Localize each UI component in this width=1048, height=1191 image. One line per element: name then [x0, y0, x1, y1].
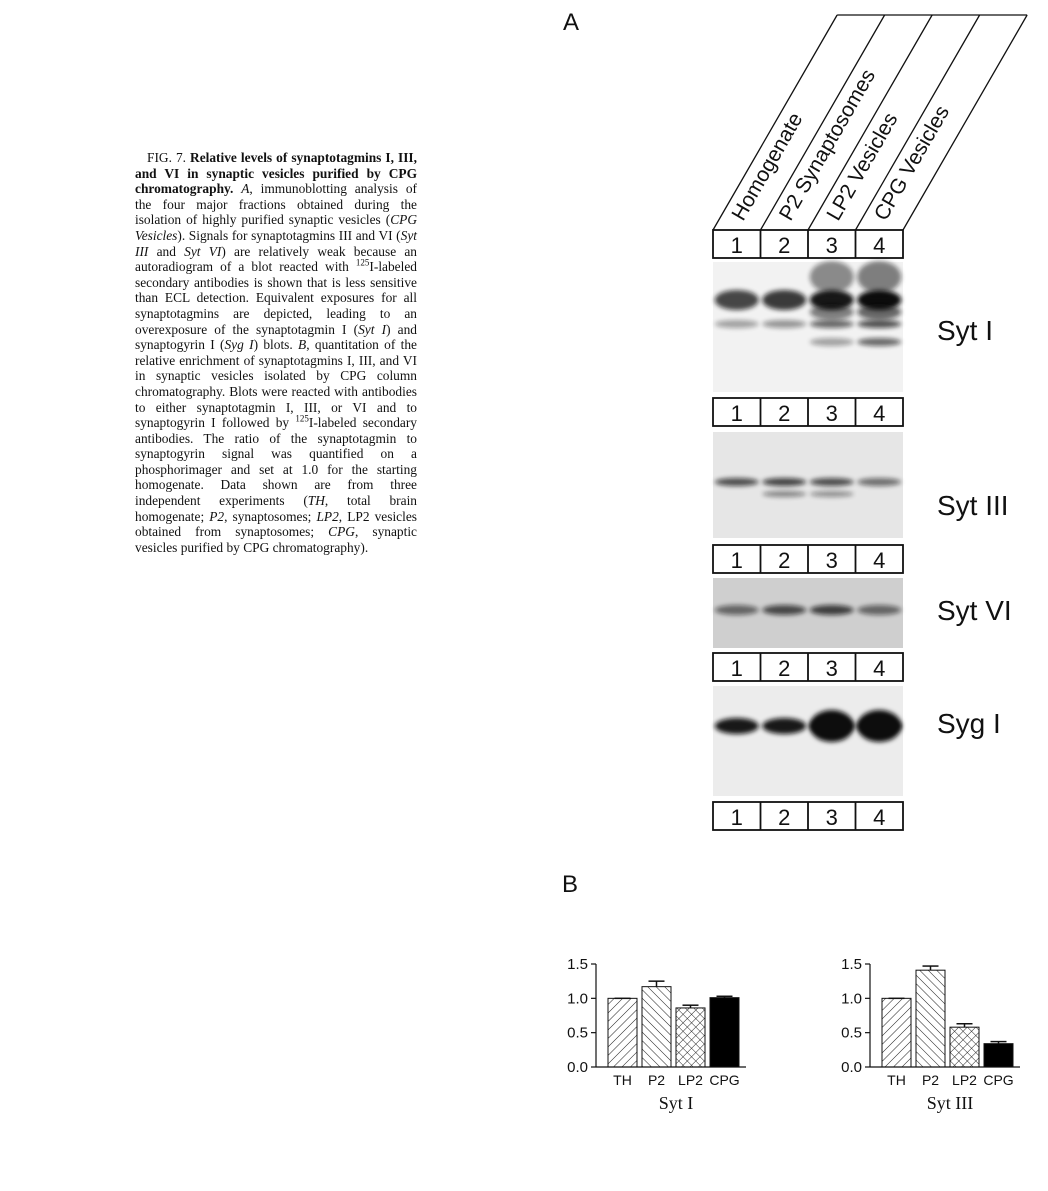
- blot-band: [810, 304, 854, 320]
- blot-band: [857, 605, 901, 615]
- blot-band: [715, 320, 759, 328]
- bar: [676, 1008, 705, 1067]
- lane-number: 2: [778, 656, 790, 681]
- lane-number: 4: [873, 548, 885, 573]
- bar: [984, 1044, 1013, 1067]
- blot-band: [762, 290, 806, 310]
- blot-label: Syt VI: [937, 595, 1012, 626]
- x-tick-label: CPG: [709, 1072, 739, 1088]
- lane-number: 4: [873, 805, 885, 830]
- y-tick-label: 1.0: [567, 990, 588, 1007]
- y-tick-label: 0.5: [567, 1025, 588, 1042]
- bar: [882, 998, 911, 1067]
- lane-number: 1: [731, 805, 743, 830]
- x-tick-label: LP2: [678, 1072, 703, 1088]
- panel-label: B: [562, 871, 578, 898]
- blot-label: Syt I: [937, 315, 993, 346]
- lane-number: 2: [778, 548, 790, 573]
- blot-band: [857, 320, 901, 328]
- lane-number: 3: [826, 656, 838, 681]
- panel-label: A: [563, 9, 579, 36]
- blot-band: [715, 718, 759, 734]
- blot-band: [810, 338, 854, 346]
- blot-band: [762, 605, 806, 615]
- bar: [642, 987, 671, 1067]
- lane-number: 3: [826, 233, 838, 258]
- blot-band: [715, 290, 759, 310]
- lane-number: 4: [873, 656, 885, 681]
- lane-number: 1: [731, 548, 743, 573]
- blot-band: [810, 491, 854, 497]
- lane-number: 1: [731, 656, 743, 681]
- blot-band: [762, 478, 806, 486]
- x-axis-label: Syt III: [927, 1093, 974, 1113]
- blot-band: [857, 478, 901, 486]
- bar: [608, 998, 637, 1067]
- blot-band: [715, 605, 759, 615]
- x-axis-label: Syt I: [659, 1093, 694, 1113]
- lane-number: 2: [778, 805, 790, 830]
- blot-band: [810, 710, 854, 742]
- x-tick-label: P2: [648, 1072, 665, 1088]
- blot-label: Syg I: [937, 708, 1001, 739]
- y-tick-label: 0.0: [841, 1059, 862, 1076]
- blot-band: [715, 478, 759, 486]
- lane-number: 1: [731, 401, 743, 426]
- blot-band: [762, 491, 806, 497]
- y-tick-label: 0.0: [567, 1059, 588, 1076]
- blot-band: [762, 718, 806, 734]
- blot-band: [810, 320, 854, 328]
- lane-number: 3: [826, 401, 838, 426]
- y-tick-label: 0.5: [841, 1025, 862, 1042]
- blot-label: Syt III: [937, 490, 1009, 521]
- page: FIG. 7. Relative levels of synaptotagmin…: [0, 0, 1048, 1191]
- x-tick-label: LP2: [952, 1072, 977, 1088]
- x-tick-label: CPG: [983, 1072, 1013, 1088]
- y-tick-label: 1.0: [841, 990, 862, 1007]
- figure: A B HomogenateP2 SynaptosomesLP2 Vesicle…: [0, 0, 1048, 1191]
- bar: [950, 1027, 979, 1067]
- x-tick-label: P2: [922, 1072, 939, 1088]
- lane-number: 2: [778, 233, 790, 258]
- y-tick-label: 1.5: [841, 956, 862, 973]
- lane-number: 3: [826, 805, 838, 830]
- blot-band: [857, 338, 901, 346]
- x-tick-label: TH: [613, 1072, 632, 1088]
- lane-number: 4: [873, 401, 885, 426]
- header-divider: [713, 15, 837, 230]
- lane-number: 4: [873, 233, 885, 258]
- blot-band: [810, 261, 854, 293]
- blot-band: [810, 605, 854, 615]
- bar: [916, 970, 945, 1067]
- lane-number: 1: [731, 233, 743, 258]
- lane-number: 3: [826, 548, 838, 573]
- blot-band: [762, 320, 806, 328]
- bar: [710, 998, 739, 1067]
- blot-band: [857, 304, 901, 320]
- x-tick-label: TH: [887, 1072, 906, 1088]
- blot-band: [810, 478, 854, 486]
- blot-band: [857, 710, 901, 742]
- y-tick-label: 1.5: [567, 956, 588, 973]
- blot-band: [857, 261, 901, 293]
- lane-number: 2: [778, 401, 790, 426]
